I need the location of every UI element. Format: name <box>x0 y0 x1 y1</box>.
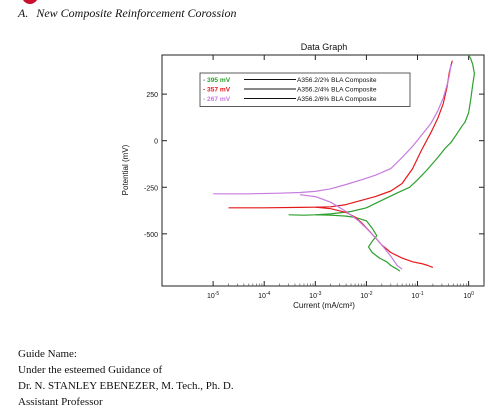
y-tick-label: -500 <box>144 232 158 239</box>
legend-value: - 395 mV <box>203 77 231 84</box>
y-tick-label: 250 <box>146 92 158 99</box>
x-axis-label: Current (mA/cm²) <box>293 301 355 310</box>
y-axis-label: Potential (mV) <box>121 144 130 195</box>
guide-title: Assistant Professor <box>18 396 103 408</box>
x-tick-label: 10-4 <box>258 291 270 300</box>
legend-box <box>199 72 411 107</box>
plot-frame <box>161 54 485 287</box>
chart-title: Data Graph <box>301 42 348 52</box>
guide-name-label: Guide Name: <box>18 348 77 360</box>
axis-ticks: 10-5 10-4 10-3 10-2 10-1 100 250 0 -250 -500 <box>144 55 485 300</box>
x-tick-label: 100 <box>463 291 474 300</box>
polarization-chart: Data Graph 10-5 10-4 10-3 10-2 10-1 100 250 0 -2… <box>118 38 488 318</box>
series-group <box>213 54 475 272</box>
y-tick-label: -250 <box>144 185 158 192</box>
series-line-2 <box>228 60 453 209</box>
guidance-line: Under the esteemed Guidance of <box>18 364 163 376</box>
y-tick-label: 0 <box>154 139 158 146</box>
footer: Guide Name: Under the esteemed Guidance … <box>18 346 234 410</box>
legend-label: A356.2/2% BLA Composite <box>297 77 377 84</box>
x-tick-label: 10-1 <box>411 291 423 300</box>
x-tick-label: 10-2 <box>360 291 372 300</box>
section-title: New Composite Reinforcement Corossion <box>36 6 237 20</box>
legend-value: - 267 mV <box>203 96 231 103</box>
legend-value: - 357 mV <box>203 87 231 94</box>
x-tick-label: 10-5 <box>207 291 219 300</box>
legend-label: A356.2/6% BLA Composite <box>297 96 377 103</box>
section-heading: A. New Composite Reinforcement Corossion <box>18 6 236 21</box>
series-line-3 <box>299 194 403 270</box>
logo-mark <box>22 0 38 4</box>
x-tick-label: 10-3 <box>309 291 321 300</box>
legend-label: A356.2/4% BLA Composite <box>297 87 377 94</box>
legend: - 395 mV A356.2/2% BLA Composite - 357 mV A… <box>199 72 411 107</box>
series-line-3 <box>213 64 452 195</box>
section-label: A. <box>18 6 29 20</box>
series-line-1 <box>315 214 401 272</box>
guide-name: Dr. N. STANLEY EBENEZER, M. Tech., Ph. D… <box>18 380 234 392</box>
